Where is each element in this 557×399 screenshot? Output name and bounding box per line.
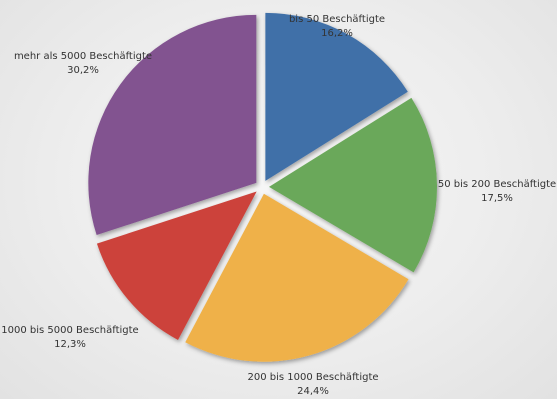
pie-slice <box>96 191 257 340</box>
pie-slice <box>265 12 408 181</box>
slice-value-label: 16,2% <box>321 28 353 39</box>
slice-value-label: 17,5% <box>481 193 513 204</box>
pie-labels: bis 50 Beschäftigte 16,2% 50 bis 200 Besch… <box>1 14 556 397</box>
slice-value-label: 12,3% <box>54 339 86 350</box>
slice-label: 200 bis 1000 Beschäftigte <box>247 372 378 383</box>
slice-value-label: 24,4% <box>297 386 329 397</box>
slice-value-label: 30,2% <box>67 65 99 76</box>
slice-label: 1000 bis 5000 Beschäftigte <box>1 325 138 336</box>
slice-label: bis 50 Beschäftigte <box>289 14 385 25</box>
slice-label: 50 bis 200 Beschäftigte <box>438 179 556 190</box>
pie-slice <box>88 14 257 236</box>
pie-slice <box>185 193 409 362</box>
pie-slice <box>269 97 437 273</box>
slice-label: mehr als 5000 Beschäftigte <box>14 51 152 62</box>
pie-slices <box>88 12 437 362</box>
